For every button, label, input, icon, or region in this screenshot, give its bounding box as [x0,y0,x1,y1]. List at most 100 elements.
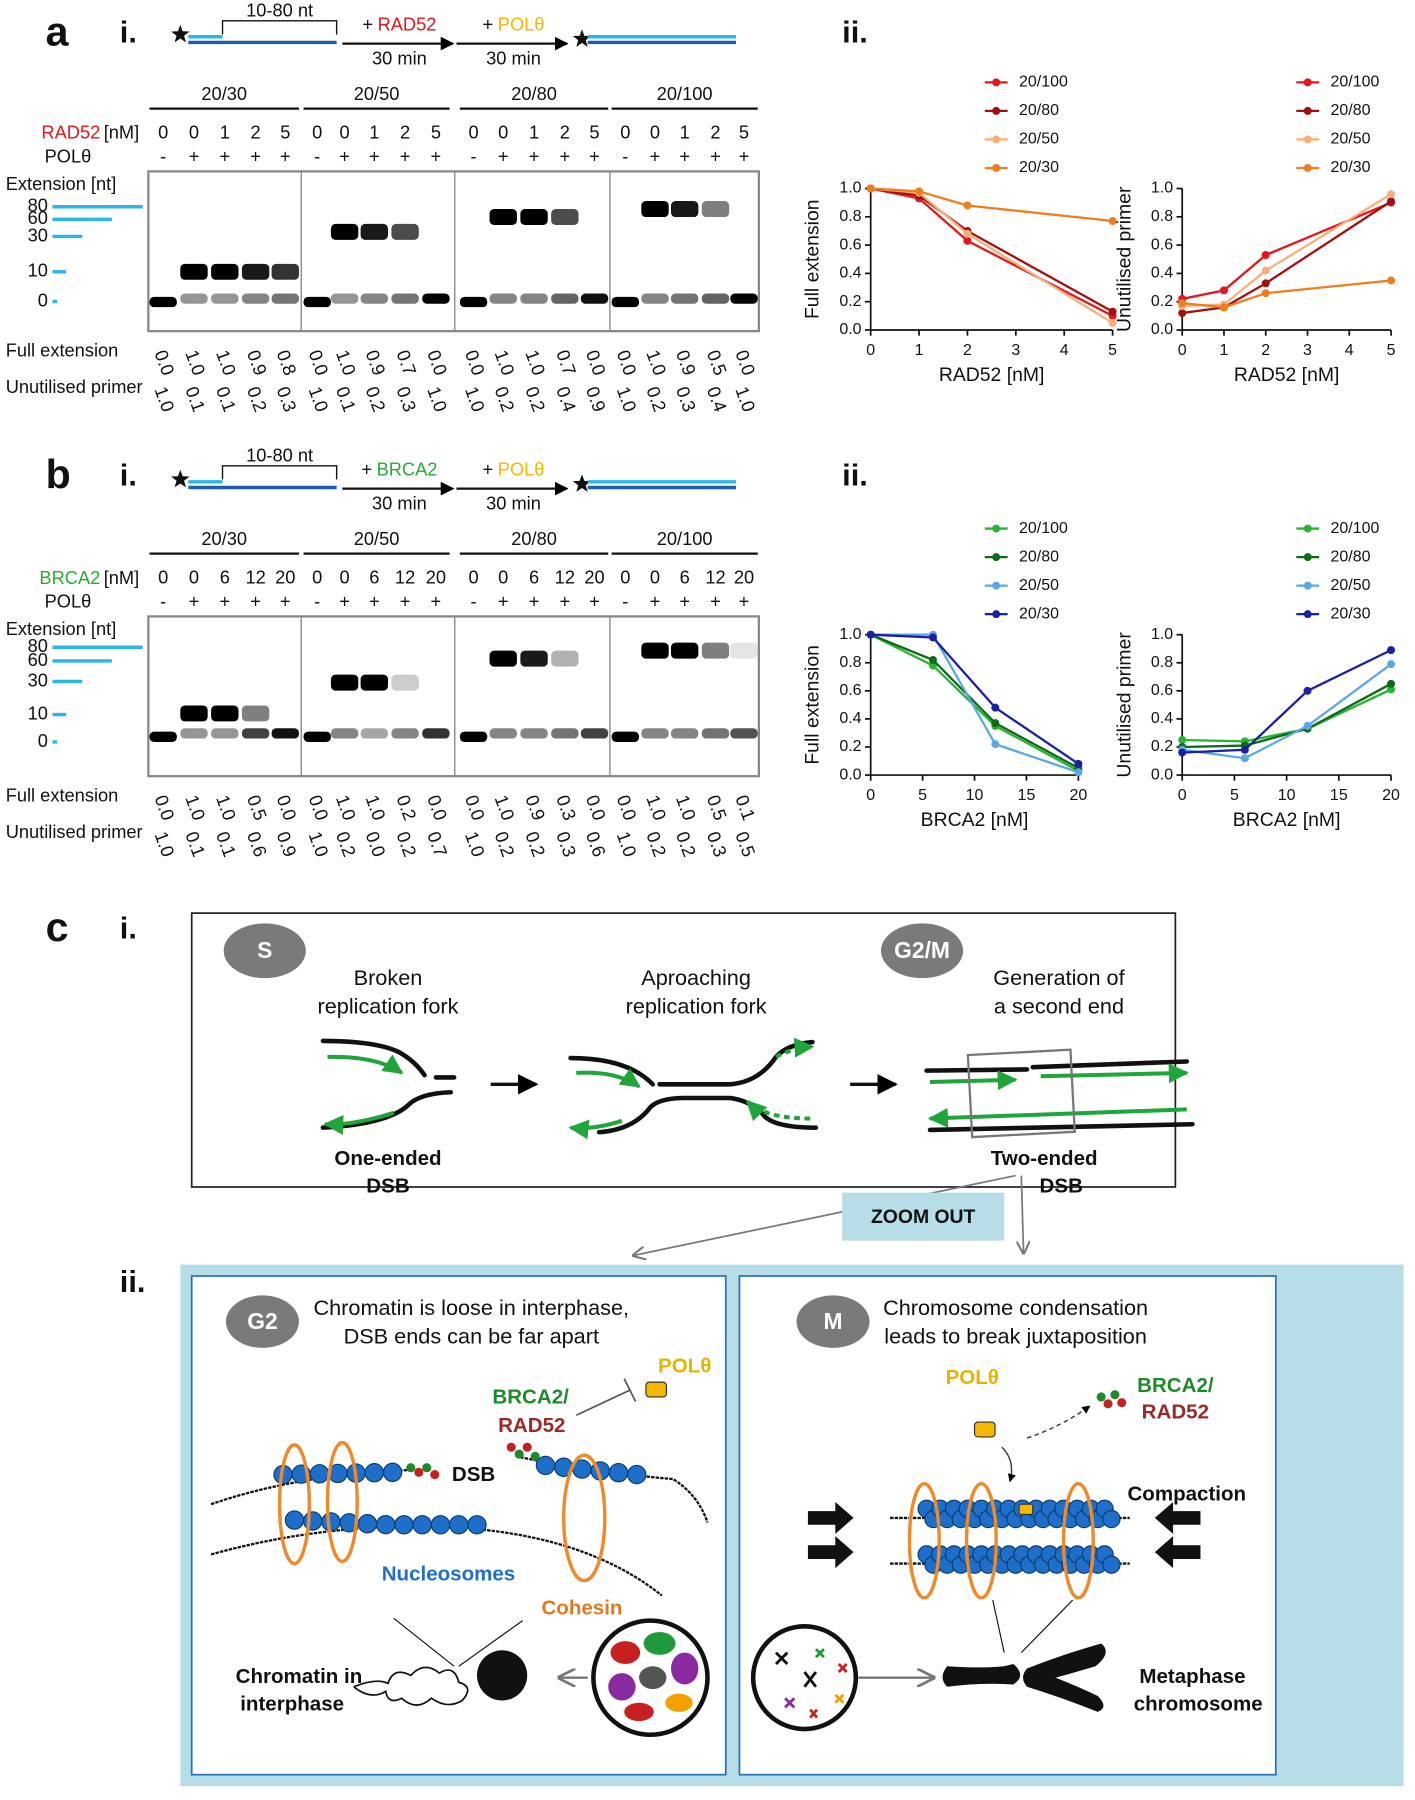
series-line [1181,201,1392,300]
caption: Chromatin in [236,1665,363,1688]
gel-band [330,728,359,739]
quantification: 0.3 [273,384,301,415]
phase: S [257,937,272,963]
nucleosome [321,1512,341,1532]
concentration: 2 [400,122,410,143]
gel-band [730,642,758,659]
quantification: 0.5 [731,829,759,860]
part-label: i. [120,15,137,50]
caption: Metaphase [1139,1665,1245,1688]
y-tick-label: 1.0 [839,180,861,197]
zoom-arrow [1021,1175,1023,1254]
x-axis-label: RAD52 [nM] [1234,364,1340,386]
gap-label: 10-80 nt [246,0,313,20]
quantification: 0.1 [212,384,240,415]
panel-label: c [46,904,69,950]
quantification: 0.3 [552,792,580,823]
concentration: 12 [705,567,725,588]
row-label: POLθ [45,591,92,612]
y-axis-label: Full extension [802,645,824,765]
step-label: + BRCA2 [361,458,437,479]
nucleosome [382,1462,403,1483]
label-star [572,474,592,492]
data-point [963,229,972,238]
gel-band [391,223,419,240]
polymerase: + [431,146,442,167]
y-tick-label: 0.8 [839,208,861,225]
legend-label: 20/50 [1331,131,1371,148]
polymerase: + [650,146,661,167]
brca2-rad52 [1096,1390,1127,1409]
box [190,912,1177,1188]
x-tick-label: 5 [1387,342,1396,359]
phase-badge [796,1295,870,1348]
pol-icon [645,1381,667,1398]
data-point [1303,721,1312,730]
extension-label: Extension [nt] [6,173,117,194]
legend-marker [1303,106,1312,115]
quantification: 0.1 [731,792,759,823]
y-tick-label: 0.2 [1151,293,1173,310]
data-point [1108,307,1117,316]
unit-label: [nM] [104,122,140,143]
gel-band [211,728,239,739]
quantification: 0.9 [672,347,700,378]
quantification: 0.2 [642,829,670,860]
data-point [928,655,937,664]
legend-label: 20/30 [1019,605,1059,622]
polymerase: - [471,591,477,612]
x-tick-label: 5 [1108,342,1117,359]
polymerase: + [650,591,661,612]
row-title: Unutilised primer [6,376,143,397]
quantification: 0.5 [703,347,731,378]
data-point [1387,685,1396,694]
x-tick-label: 1 [915,342,924,359]
series-line [870,633,1079,770]
label-star [171,24,190,43]
marker-label: 30 [28,669,48,690]
polymerase: + [739,146,750,167]
caption: a second end [994,994,1124,1019]
x-tick-label: 3 [1303,342,1312,359]
data-point [1387,276,1396,285]
caption: DSB [366,1174,409,1197]
strand-arrows [323,1037,1189,1140]
x-tick-label: 20 [1069,787,1087,804]
quantification: 0.0 [423,792,451,823]
x-tick-label: 5 [918,787,927,804]
row-title: Unutilised primer [6,821,143,842]
data-point [1387,197,1396,206]
polymerase: + [529,146,540,167]
polymerase: + [679,146,690,167]
x-tick-label: 1 [1220,342,1229,359]
y-tick-label: 0.4 [1151,710,1173,727]
phase: G2/M [894,937,950,963]
y-tick-label: 0.0 [839,766,861,783]
gel-band [520,293,548,304]
y-tick-label: 0.4 [1151,265,1173,282]
gel-band [730,728,758,739]
data-point [1261,289,1270,298]
gel-band [360,674,388,691]
caption: replication fork [626,994,767,1019]
protein-label: BRCA2 [39,567,100,588]
quantification: 0.9 [582,384,610,415]
gel-band [180,293,208,304]
y-tick-label: 1.0 [1151,180,1173,197]
unit-label: [nM] [104,567,140,588]
quantification: 0.6 [582,829,610,860]
concentration: 2 [710,122,720,143]
group-label: 20/30 [201,528,247,549]
y-tick-label: 1.0 [1151,626,1173,643]
data-point [1219,286,1228,295]
quantification: 0.3 [703,829,731,860]
legend-label: 20/50 [1331,577,1371,594]
quantification: 0.0 [305,792,333,823]
legend-label: 20/30 [1331,605,1371,622]
data-point [991,740,1000,749]
gel-band [670,728,699,739]
data-point [1387,646,1396,655]
nucleosome [376,1514,396,1535]
brca2-rad52 [406,1442,540,1480]
chromosomes [774,1648,848,1719]
